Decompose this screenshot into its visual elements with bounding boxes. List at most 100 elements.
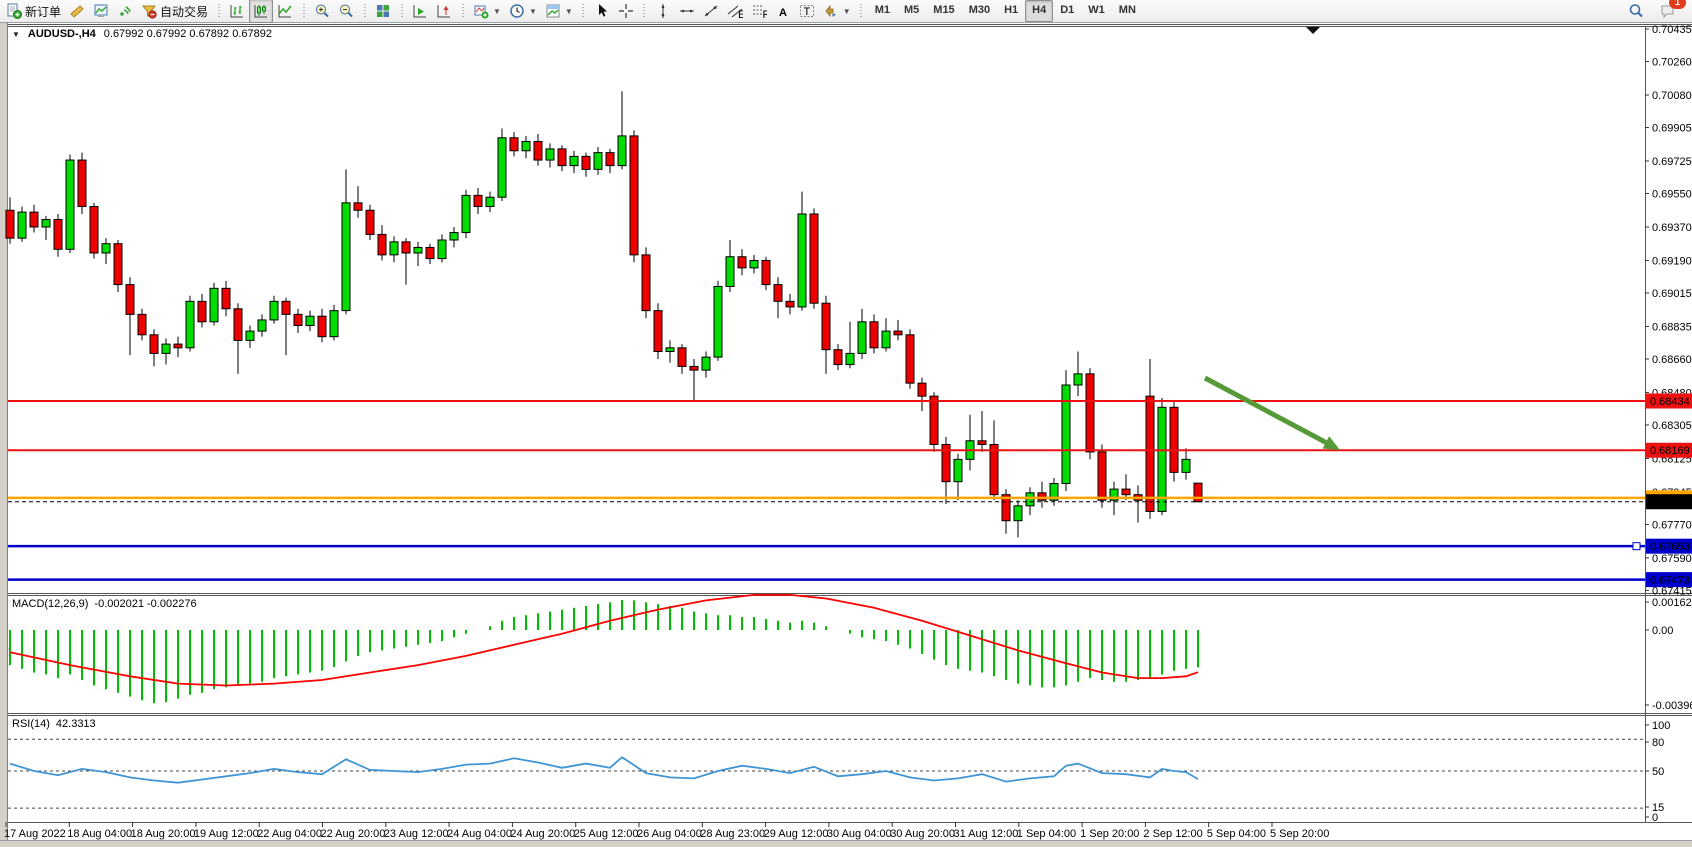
bar-chart-button[interactable] (225, 0, 249, 23)
dropdown-arrow-icon[interactable]: ▼ (564, 6, 573, 16)
timeframe-w1-button[interactable]: W1 (1088, 4, 1105, 16)
dropdown-arrow-icon[interactable]: ▼ (493, 6, 501, 16)
rsi-axis-labels: 100 80 50 150 (1645, 720, 1670, 824)
new-order-button[interactable]: 新订单 (2, 0, 65, 23)
candle (857, 321, 867, 354)
time-axis[interactable] (8, 822, 1645, 840)
candle (281, 300, 291, 315)
candle (341, 202, 351, 312)
candle (353, 202, 363, 211)
rsi-pane[interactable] (8, 716, 1645, 822)
candle (77, 159, 87, 208)
toolbar-separator (579, 1, 587, 21)
dropdown-arrow-icon[interactable]: ▼ (842, 6, 851, 16)
candle (197, 300, 207, 323)
vertical-line-tool-button[interactable] (651, 0, 675, 23)
svg-text:22 Aug 04:00: 22 Aug 04:00 (257, 828, 322, 840)
chat-button[interactable]: 1 (1656, 0, 1686, 23)
chart-shift-marker[interactable] (1306, 27, 1320, 34)
timeframe-m15-button[interactable]: M15 (933, 4, 955, 16)
svg-text:30 Aug 04:00: 30 Aug 04:00 (827, 828, 892, 840)
text-tool-button[interactable]: A (771, 0, 795, 23)
text-label-tool-button[interactable]: T (795, 0, 819, 23)
candlestick-chart-button[interactable] (249, 0, 274, 23)
cursor-tool-button[interactable] (590, 0, 614, 23)
arrows-tool-button[interactable]: ▼ (819, 0, 855, 23)
equidistant-channel-tool-button[interactable]: E (723, 0, 747, 23)
candle (677, 347, 687, 367)
auto-scroll-button[interactable] (408, 0, 432, 23)
candle (53, 219, 63, 250)
tile-windows-button[interactable] (371, 0, 395, 23)
macd-pane[interactable] (8, 596, 1645, 713)
svg-text:15: 15 (1652, 802, 1664, 814)
metaeditor-button[interactable] (65, 0, 89, 23)
candle (905, 334, 915, 384)
price-axis[interactable] (1645, 26, 1692, 822)
auto-trading-button[interactable]: 自动交易 (137, 0, 212, 23)
chevron-down-icon[interactable]: ▼ (12, 29, 20, 39)
candle (989, 443, 999, 496)
candle (173, 343, 183, 349)
price-tag-0.67653: 0.67653 (1650, 541, 1690, 553)
chart-shift-button[interactable] (432, 0, 456, 23)
candle (917, 382, 927, 397)
candle (785, 300, 795, 308)
price-pane[interactable] (8, 26, 1645, 593)
macd-name: MACD(12,26,9) (12, 598, 89, 610)
timeframe-d1-button[interactable]: D1 (1060, 4, 1075, 16)
timeframe-h4-button[interactable]: H4 (1025, 0, 1054, 22)
toolbar-separator (300, 1, 308, 21)
macd-indicator-label: MACD(12,26,9) -0.002021 -0.002276 (12, 598, 197, 610)
price-tag-0.67892: 0.67892 (1650, 497, 1690, 509)
trend-arrow-annotation[interactable] (1203, 375, 1340, 450)
candle (413, 246, 423, 254)
candle (161, 343, 171, 354)
candle (749, 259, 759, 269)
svg-text:0.68835: 0.68835 (1652, 321, 1692, 333)
candle (365, 209, 375, 235)
price-level-lines[interactable] (8, 399, 1645, 581)
candle (317, 315, 327, 338)
timeframe-m30-button[interactable]: M30 (968, 4, 991, 16)
line-chart-button[interactable] (273, 0, 297, 23)
toolbar-separator (857, 1, 865, 21)
trendline-tool-button[interactable] (699, 0, 723, 23)
dropdown-arrow-icon[interactable]: ▼ (528, 6, 537, 16)
timeframe-m1-button[interactable]: M1 (874, 4, 890, 16)
signals-button[interactable] (113, 0, 137, 23)
candle (401, 241, 411, 254)
candle (1097, 451, 1107, 501)
candle (1157, 406, 1167, 512)
channel-icon: E (727, 5, 743, 19)
candle (389, 241, 399, 256)
line-drag-handle[interactable] (1632, 542, 1641, 551)
candle (665, 347, 675, 353)
candle (101, 243, 111, 254)
zoom-out-button[interactable] (334, 0, 358, 23)
search-button[interactable] (1624, 0, 1648, 23)
candle (521, 140, 531, 152)
price-tag-0.68434: 0.68434 (1650, 396, 1690, 408)
market-watch-button[interactable] (89, 0, 113, 23)
label-icon: T (799, 5, 814, 18)
timeframe-m5-button[interactable]: M5 (904, 4, 920, 16)
candle (977, 440, 987, 445)
candle (245, 330, 255, 341)
horizontal-line-tool-button[interactable] (675, 0, 699, 23)
fibonacci-tool-button[interactable]: F (747, 0, 771, 23)
candle (725, 256, 735, 287)
templates-button[interactable]: ▼ (541, 0, 577, 23)
timeframe-mn-button[interactable]: MN (1118, 4, 1136, 16)
charts-icon (94, 4, 108, 17)
crosshair-tool-button[interactable] (614, 0, 638, 23)
candle (185, 300, 195, 349)
candle (89, 206, 99, 254)
svg-text:F: F (762, 9, 767, 19)
periods-button[interactable]: ▼ (505, 0, 541, 23)
timeframe-h1-button[interactable]: H1 (1004, 4, 1019, 16)
zoom-in-button[interactable] (310, 0, 334, 23)
rsi-name: RSI(14) (12, 718, 50, 730)
indicators-button[interactable]: ▼ (469, 0, 505, 23)
